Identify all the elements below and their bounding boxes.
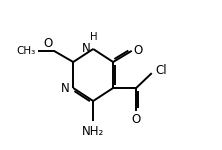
Text: O: O [43, 37, 52, 50]
Text: NH₂: NH₂ [82, 125, 104, 138]
Text: CH₃: CH₃ [17, 46, 36, 56]
Text: H: H [90, 32, 98, 42]
Text: N: N [82, 42, 91, 56]
Text: N: N [61, 81, 70, 94]
Text: O: O [131, 113, 141, 126]
Text: O: O [133, 44, 143, 57]
Text: Cl: Cl [155, 64, 167, 77]
